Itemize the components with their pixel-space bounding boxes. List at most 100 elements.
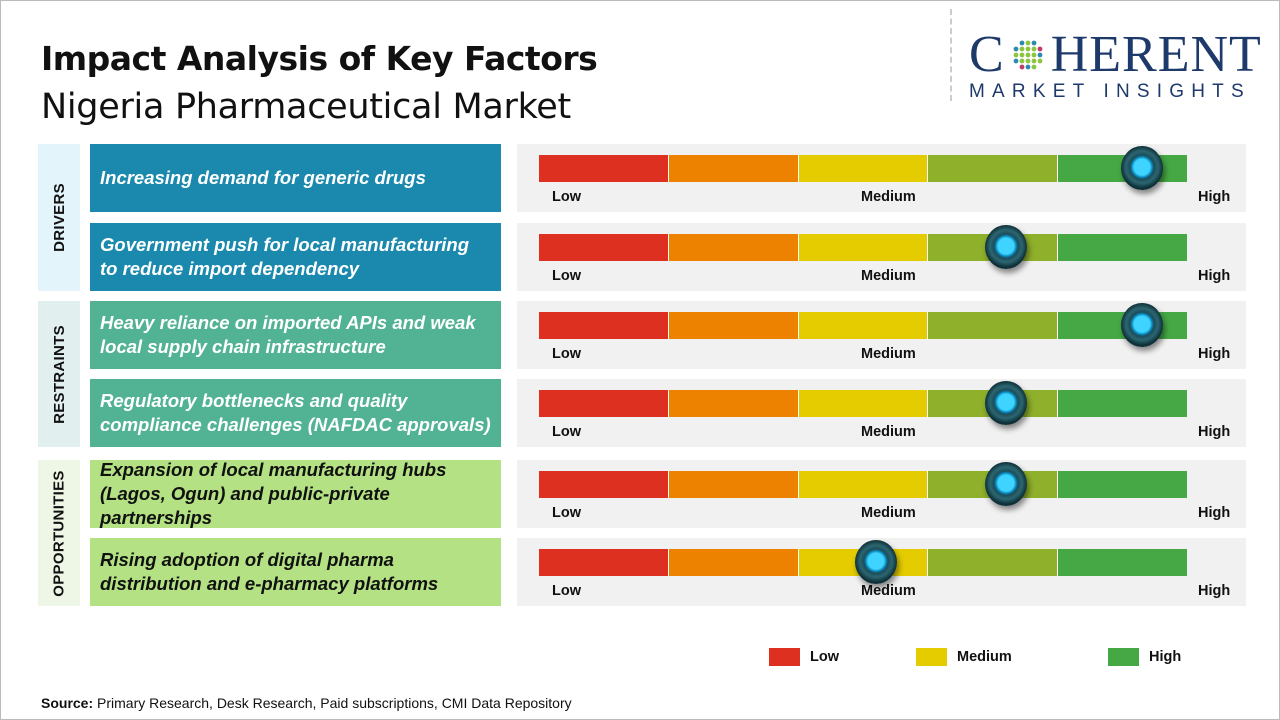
tick-low: Low [552, 424, 581, 440]
category-label: OPPORTUNITIES [50, 469, 68, 597]
impact-knob-icon [1120, 303, 1163, 347]
tick-high: High [1198, 189, 1231, 205]
tick-high: High [1198, 583, 1231, 599]
factor-label: Increasing demand for generic drugs [90, 144, 501, 212]
impact-gauge: Low Medium High [517, 223, 1246, 291]
impact-knob-icon [984, 462, 1027, 506]
logo-dot [1037, 52, 1043, 58]
page-subtitle: Nigeria Pharmaceutical Market [41, 87, 571, 127]
factor-label: Rising adoption of digital pharma distri… [90, 538, 501, 606]
logo-dot [1031, 58, 1037, 64]
gauge-segment [928, 549, 1059, 576]
logo-dot [1019, 52, 1025, 58]
gauge-segment [798, 471, 929, 498]
gauge-bar [539, 234, 1187, 261]
source-label: Source: [41, 695, 94, 711]
gauge-segment [928, 155, 1059, 182]
legend-swatch [916, 648, 947, 666]
impact-gauge: Low Medium High [517, 379, 1246, 447]
category-tab-drivers: DRIVERS [38, 144, 80, 291]
tick-medium: Medium [861, 583, 916, 599]
logo-dot [1037, 46, 1043, 52]
logo-dot [1037, 58, 1043, 64]
logo-dot [1025, 46, 1031, 52]
logo-dot [1025, 52, 1031, 58]
logo-dot [1019, 46, 1025, 52]
impact-gauge: Low Medium High [517, 144, 1246, 212]
gauge-segment [668, 234, 799, 261]
logo-dot [1013, 46, 1019, 52]
legend-swatch [769, 648, 800, 666]
gauge-segment [1058, 471, 1187, 498]
coherent-logo: C HERENT MARKET INSIGHTS [969, 26, 1262, 103]
gauge-segment [928, 312, 1059, 339]
legend-low: Low [769, 648, 839, 666]
legend-label: High [1149, 649, 1182, 665]
impact-gauge: Low Medium High [517, 460, 1246, 528]
gauge-segment [539, 471, 669, 498]
gauge-segment [539, 390, 669, 417]
factor-label: Heavy reliance on imported APIs and weak… [90, 301, 501, 369]
gauge-segment [539, 155, 669, 182]
logo-dot [1013, 58, 1019, 64]
tick-low: Low [552, 505, 581, 521]
source-text: Primary Research, Desk Research, Paid su… [93, 695, 572, 711]
gauge-bar [539, 312, 1187, 339]
logo-dot [1019, 58, 1025, 64]
category-tab-restraints: RESTRAINTS [38, 301, 80, 447]
logo-dot [1031, 64, 1037, 70]
divider [950, 9, 952, 101]
legend-swatch [1108, 648, 1139, 666]
logo-dot [1025, 40, 1031, 46]
impact-gauge: Low Medium High [517, 538, 1246, 606]
logo-dot [1019, 40, 1025, 46]
category-label: RESTRAINTS [50, 324, 68, 424]
impact-knob-icon [1120, 146, 1163, 190]
tick-high: High [1198, 268, 1231, 284]
impact-knob-icon [984, 381, 1027, 425]
gauge-bar [539, 390, 1187, 417]
gauge-segment [1058, 390, 1187, 417]
tick-high: High [1198, 346, 1231, 362]
page-title: Impact Analysis of Key Factors [41, 39, 598, 78]
logo-dot [1031, 46, 1037, 52]
tick-low: Low [552, 268, 581, 284]
gauge-bar [539, 155, 1187, 182]
gauge-segment [1058, 549, 1187, 576]
gauge-segment [539, 312, 669, 339]
tick-medium: Medium [861, 505, 916, 521]
globe-dots-icon [1013, 40, 1043, 70]
logo-dot [1031, 40, 1037, 46]
tick-high: High [1198, 424, 1231, 440]
tick-low: Low [552, 189, 581, 205]
gauge-segment [798, 312, 929, 339]
category-tab-opportunities: OPPORTUNITIES [38, 460, 80, 606]
gauge-segment [798, 234, 929, 261]
factor-label: Regulatory bottlenecks and quality compl… [90, 379, 501, 447]
gauge-segment [798, 390, 929, 417]
legend-high: High [1108, 648, 1181, 666]
source-note: Source: Primary Research, Desk Research,… [41, 695, 572, 711]
legend-medium: Medium [916, 648, 1012, 666]
legend-label: Low [810, 649, 839, 665]
factor-label: Government push for local manufacturing … [90, 223, 501, 291]
gauge-segment [668, 390, 799, 417]
tick-high: High [1198, 505, 1231, 521]
logo-dot [1025, 64, 1031, 70]
gauge-segment [798, 155, 929, 182]
tick-low: Low [552, 346, 581, 362]
legend-label: Medium [957, 649, 1012, 665]
gauge-segment [668, 155, 799, 182]
tick-low: Low [552, 583, 581, 599]
logo-dot [1013, 52, 1019, 58]
tick-medium: Medium [861, 268, 916, 284]
impact-gauge: Low Medium High [517, 301, 1246, 369]
logo-dot [1031, 52, 1037, 58]
gauge-segment [668, 549, 799, 576]
factor-label: Expansion of local manufacturing hubs (L… [90, 459, 501, 528]
gauge-segment [539, 234, 669, 261]
category-label: DRIVERS [50, 183, 68, 252]
tick-medium: Medium [861, 424, 916, 440]
gauge-segment [668, 471, 799, 498]
gauge-bar [539, 471, 1187, 498]
